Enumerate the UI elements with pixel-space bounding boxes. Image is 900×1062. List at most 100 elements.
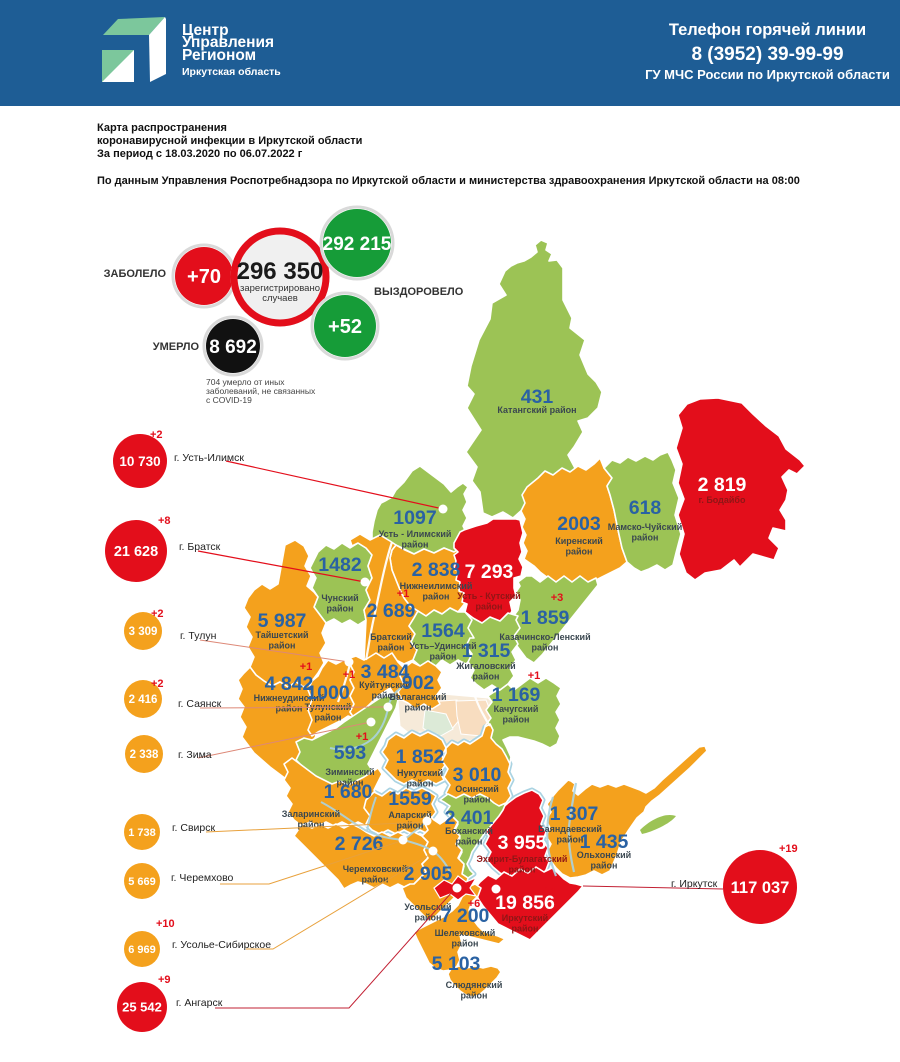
svg-text:заболеваний, не связанных: заболеваний, не связанных (206, 386, 316, 396)
svg-text:+1: +1 (397, 588, 410, 600)
svg-text:1482: 1482 (318, 554, 362, 576)
svg-text:район: район (337, 778, 364, 788)
svg-text:1 852: 1 852 (396, 746, 445, 768)
svg-text:Нижнеудинский: Нижнеудинский (254, 693, 325, 703)
svg-text:район: район (315, 713, 342, 723)
svg-text:117 037: 117 037 (731, 879, 790, 897)
svg-text:район: район (276, 704, 303, 714)
svg-text:г. Зима: г. Зима (178, 749, 212, 761)
svg-text:Балаганский: Балаганский (390, 692, 447, 702)
svg-text:район: район (397, 821, 424, 831)
svg-text:Осинский: Осинский (455, 784, 499, 794)
svg-text:г. Саянск: г. Саянск (178, 698, 222, 710)
svg-text:1097: 1097 (393, 507, 436, 529)
svg-text:1 315: 1 315 (462, 640, 511, 662)
svg-text:Киренский: Киренский (555, 536, 603, 546)
svg-text:район: район (591, 861, 618, 871)
svg-text:Куйтунский: Куйтунский (359, 680, 411, 690)
svg-text:2 726: 2 726 (335, 833, 384, 855)
svg-text:+1: +1 (356, 731, 369, 743)
svg-text:3 955: 3 955 (498, 832, 547, 854)
svg-text:Шелеховский: Шелеховский (435, 928, 496, 938)
svg-text:г. Тулун: г. Тулун (180, 630, 217, 642)
svg-text:г. Иркутск: г. Иркутск (671, 878, 718, 890)
svg-text:3 484: 3 484 (361, 661, 410, 683)
svg-text:г. Усолье-Сибирское: г. Усолье-Сибирское (172, 939, 271, 951)
svg-text:Катангский район: Катангский район (497, 405, 576, 415)
svg-text:21 628: 21 628 (114, 544, 158, 560)
svg-text:район: район (476, 602, 503, 612)
svg-text:район: район (402, 540, 429, 550)
svg-text:1000: 1000 (306, 682, 350, 704)
svg-text:Чунский: Чунский (321, 593, 358, 603)
svg-text:Жигаловский: Жигаловский (455, 661, 515, 671)
svg-text:район: район (473, 672, 500, 682)
svg-text:3 309: 3 309 (129, 626, 158, 638)
svg-text:1 169: 1 169 (492, 684, 541, 706)
svg-text:+2: +2 (151, 608, 164, 620)
svg-text:район: район (362, 875, 389, 885)
svg-text:район: район (461, 991, 488, 1001)
svg-text:район: район (566, 547, 593, 557)
svg-text:2 838: 2 838 (412, 559, 461, 581)
svg-text:10 730: 10 730 (119, 454, 160, 469)
svg-text:район: район (405, 703, 432, 713)
svg-text:Иркутский: Иркутский (502, 913, 548, 923)
svg-text:Усть - Илимский: Усть - Илимский (379, 529, 452, 539)
svg-text:+9: +9 (158, 974, 171, 986)
svg-text:район: район (456, 837, 483, 847)
svg-text:+70: +70 (187, 266, 221, 288)
svg-text:район: район (532, 643, 559, 653)
svg-text:Казачинско-Ленский: Казачинско-Ленский (499, 632, 590, 642)
svg-text:Аларский: Аларский (388, 810, 431, 820)
svg-text:случаев: случаев (262, 293, 298, 304)
svg-text:704 умерло от иных: 704 умерло от иных (206, 377, 285, 387)
svg-text:902: 902 (402, 672, 435, 694)
svg-text:район: район (372, 691, 399, 701)
svg-text:Нукутский: Нукутский (397, 768, 443, 778)
svg-text:район: район (415, 913, 442, 923)
svg-text:район: район (452, 939, 479, 949)
svg-text:район: район (430, 652, 457, 662)
svg-text:1559: 1559 (388, 788, 432, 810)
svg-text:+4: +4 (543, 885, 556, 897)
svg-text:1 307: 1 307 (550, 803, 599, 825)
svg-text:Тайшетский: Тайшетский (255, 630, 308, 640)
svg-text:1 738: 1 738 (128, 827, 156, 839)
svg-text:296 350: 296 350 (237, 258, 324, 285)
svg-text:г. Ангарск: г. Ангарск (176, 997, 223, 1009)
svg-text:8 692: 8 692 (209, 337, 257, 358)
svg-text:с COVID-19: с COVID-19 (206, 395, 252, 405)
svg-text:+1: +1 (528, 670, 541, 682)
svg-text:район: район (503, 715, 530, 725)
svg-text:1 435: 1 435 (580, 831, 629, 853)
svg-text:3 010: 3 010 (453, 764, 502, 786)
svg-text:Нижнеилимский: Нижнеилимский (400, 581, 473, 591)
svg-text:+2: +2 (151, 678, 164, 690)
svg-text:+19: +19 (779, 843, 798, 855)
svg-text:+1: +1 (300, 661, 313, 673)
svg-text:Черемховский: Черемховский (343, 864, 408, 874)
svg-text:УМЕРЛО: УМЕРЛО (153, 341, 200, 353)
svg-text:Братский: Братский (370, 632, 412, 642)
svg-text:+6: +6 (468, 898, 481, 910)
svg-text:5 987: 5 987 (258, 610, 307, 632)
svg-text:зарегистрировано: зарегистрировано (240, 283, 320, 294)
svg-text:431: 431 (521, 386, 554, 408)
svg-text:7 200: 7 200 (441, 905, 490, 927)
svg-text:2 689: 2 689 (367, 600, 416, 622)
svg-text:4 842: 4 842 (265, 673, 314, 695)
svg-text:район: район (632, 533, 659, 543)
svg-text:район: район (327, 604, 354, 614)
svg-text:292 215: 292 215 (323, 234, 392, 255)
svg-text:район: район (464, 795, 491, 805)
svg-text:г. Братск: г. Братск (179, 541, 221, 553)
svg-text:Усольский: Усольский (404, 902, 451, 912)
svg-text:593: 593 (334, 742, 367, 764)
svg-text:район: район (269, 641, 296, 651)
svg-text:Ольхонский: Ольхонский (577, 850, 631, 860)
svg-text:+3: +3 (551, 592, 564, 604)
svg-text:район: район (509, 865, 536, 875)
svg-text:г. Бодайбо: г. Бодайбо (698, 495, 746, 505)
svg-text:618: 618 (629, 497, 662, 519)
